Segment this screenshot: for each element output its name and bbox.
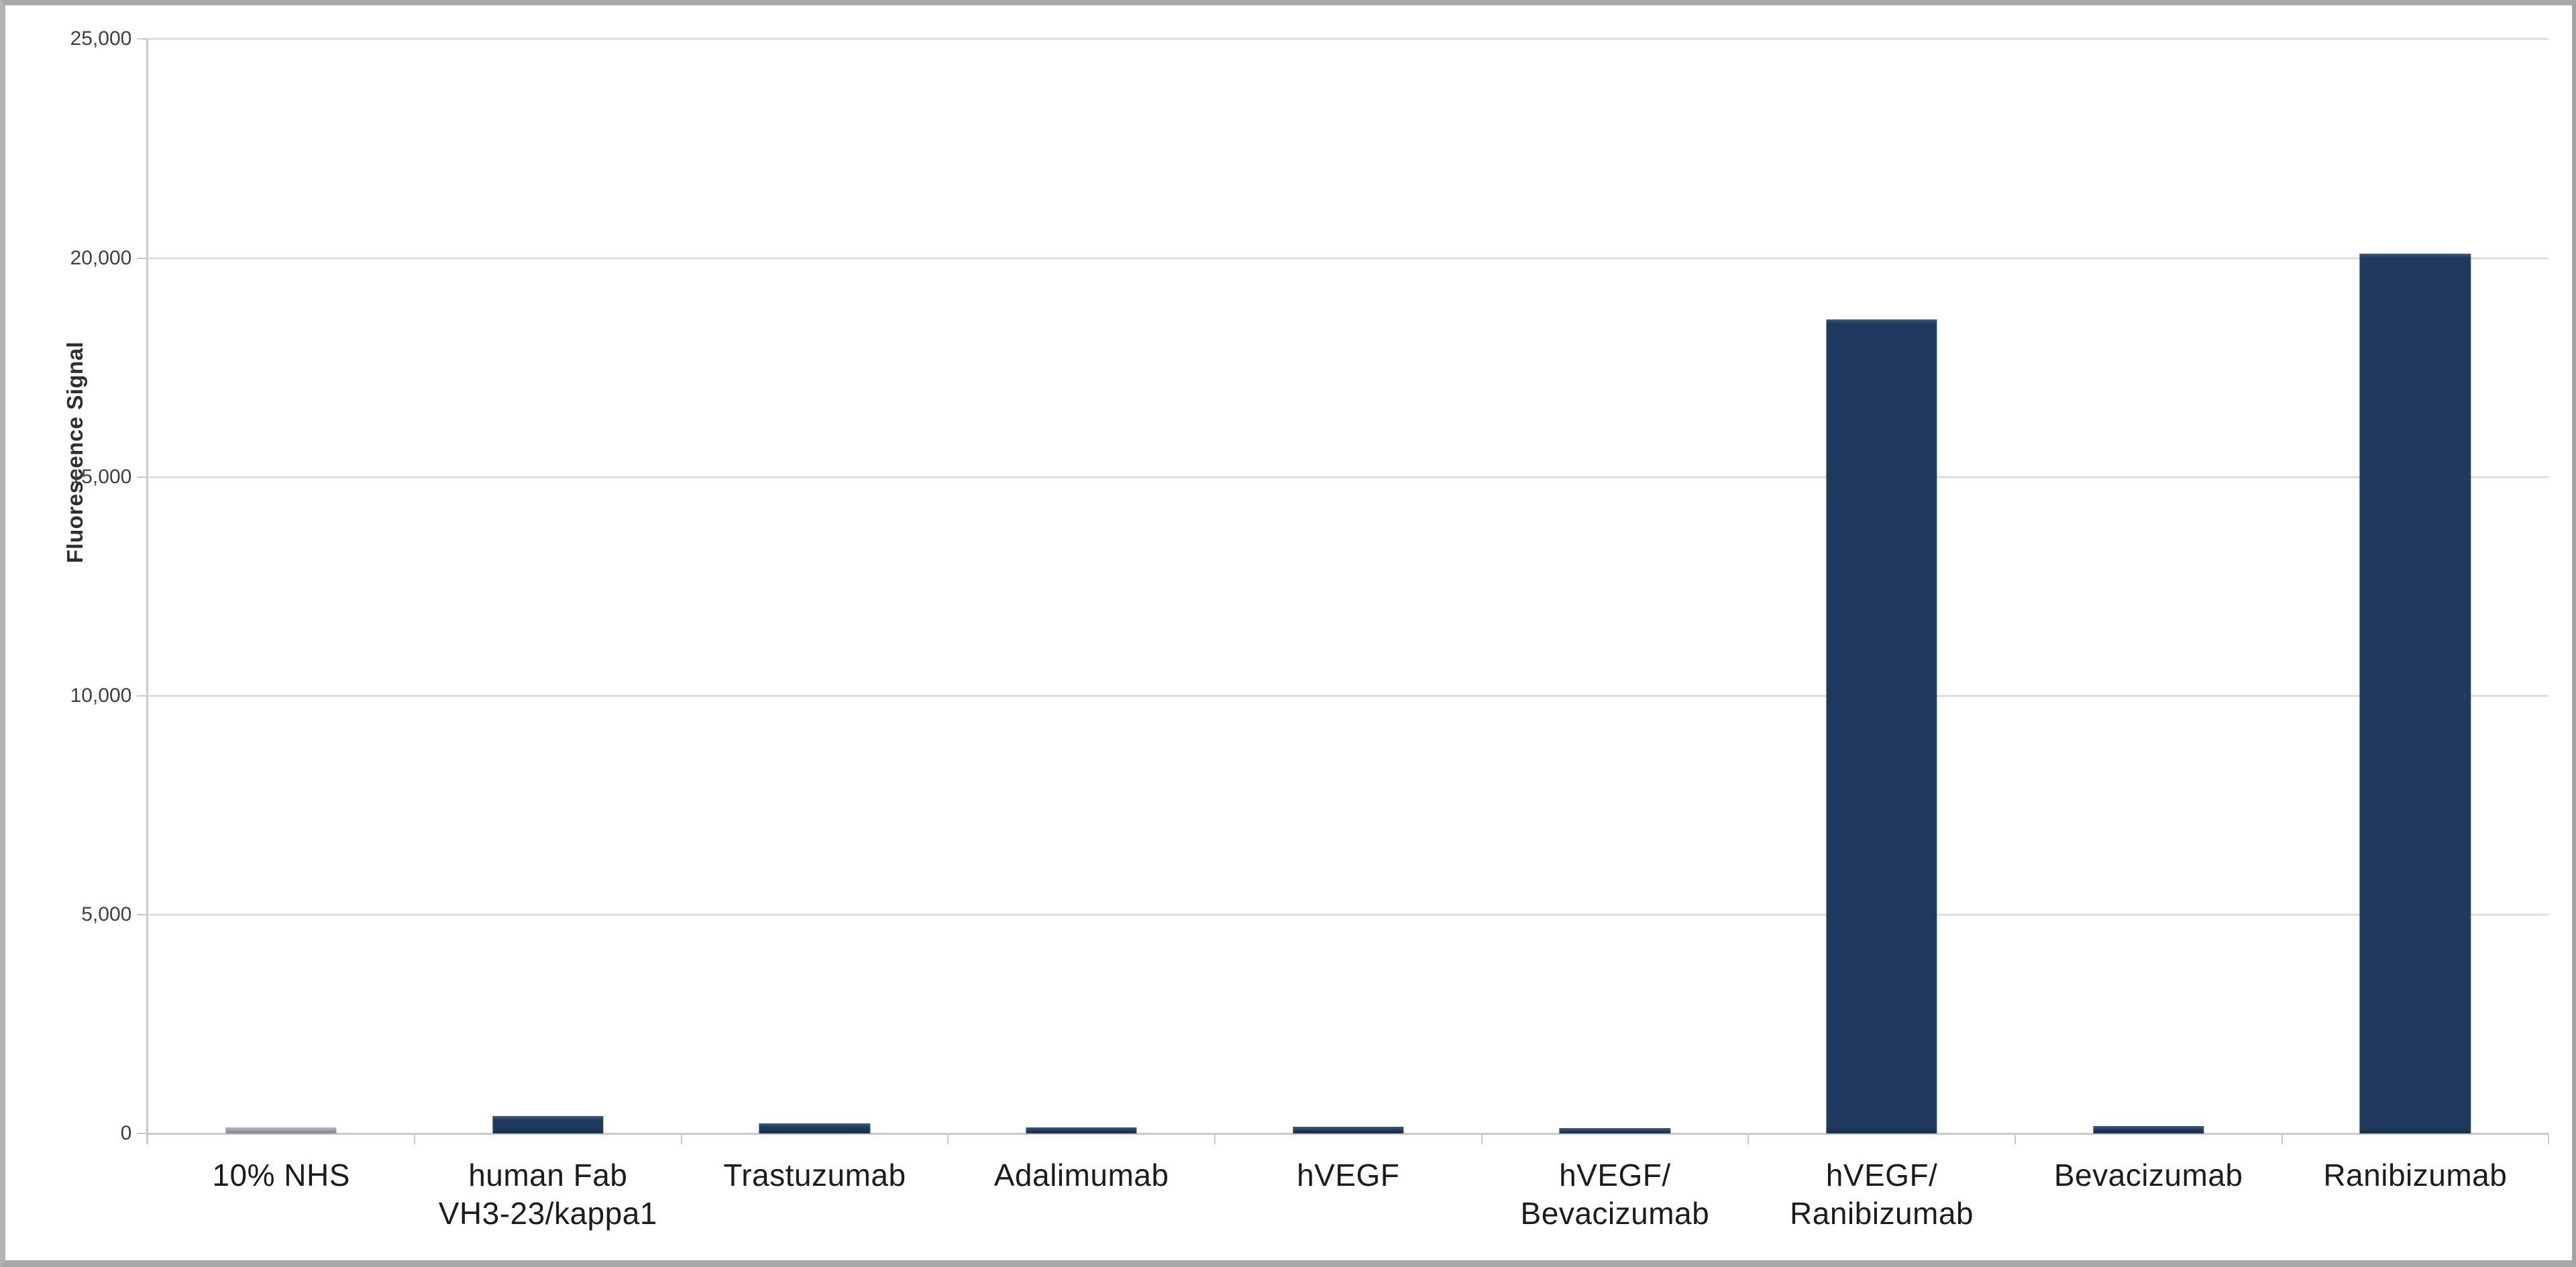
x-axis-tick: [1214, 1133, 1216, 1144]
bar-trastuzumab: [759, 1123, 871, 1133]
gridline-5,000: [148, 913, 2549, 916]
y-tick-label: 20,000: [70, 246, 132, 269]
bar-hvegf/-bevacizumab: [1559, 1127, 1671, 1133]
y-axis-title: Fluorescence Signal: [62, 341, 87, 563]
x-axis-line: [148, 1132, 2549, 1135]
y-tick-label: 5,000: [81, 903, 132, 925]
x-axis-tick: [2548, 1133, 2550, 1144]
bar-human-fab-vh3-23/kappa1: [492, 1115, 604, 1133]
y-tick-label: 15,000: [70, 465, 132, 488]
x-category-label: Adalimumab: [994, 1157, 1169, 1193]
gridline-10,000: [148, 695, 2549, 697]
x-category-label: Ranibizumab: [2323, 1157, 2508, 1193]
x-axis-tick: [1748, 1133, 1750, 1144]
y-axis-tick-20,000: [137, 257, 148, 259]
x-category-label: human Fab VH3-23/kappa1: [438, 1157, 657, 1231]
y-tick-label: 10,000: [70, 684, 132, 707]
bar-10%-nhs: [225, 1127, 337, 1133]
x-axis-tick: [2014, 1133, 2016, 1144]
x-category-label: Bevacizumab: [2053, 1157, 2243, 1193]
bar-bevacizumab: [2093, 1126, 2204, 1133]
gridline-15,000: [148, 476, 2549, 478]
y-axis-tick-25,000: [137, 38, 148, 40]
x-category-label: hVEGF/ Ranibizumab: [1790, 1157, 1974, 1231]
y-axis-tick-5,000: [137, 913, 148, 915]
bar-hvegf: [1293, 1126, 1404, 1133]
x-axis-tick: [413, 1133, 415, 1144]
bar-hvegf/-ranibizumab: [1826, 319, 1937, 1133]
y-tick-label: 0: [120, 1121, 132, 1144]
x-category-label: 10% NHS: [212, 1157, 350, 1193]
plot-area: 0 5,000 10,000 15,000 20,000 25,000 10% NHS hum…: [70, 29, 2550, 1231]
x-axis-tick: [147, 1133, 149, 1144]
gridline-25,000: [148, 38, 2549, 40]
gridline-20,000: [148, 257, 2549, 260]
y-axis-tick-15,000: [137, 476, 148, 478]
x-category-label: hVEGF: [1297, 1157, 1400, 1193]
y-axis-tick-10,000: [137, 695, 148, 697]
x-category-label: Trastuzumab: [723, 1157, 906, 1193]
x-axis-tick: [947, 1133, 949, 1144]
y-tick-label: 25,000: [70, 28, 132, 50]
bar-ranibizumab: [2359, 254, 2471, 1133]
y-axis-line: [146, 39, 149, 1143]
x-axis-tick: [2281, 1133, 2283, 1144]
x-axis-tick: [1481, 1133, 1483, 1144]
bar-adalimumab: [1026, 1127, 1137, 1133]
x-axis-tick: [680, 1133, 682, 1144]
chart-area: Fluorescence Signal 0 5,000 10,000 15,000 20…: [5, 5, 2572, 1260]
x-category-label: hVEGF/ Bevacizumab: [1520, 1157, 1710, 1231]
y-axis-tick-0: [137, 1132, 148, 1134]
